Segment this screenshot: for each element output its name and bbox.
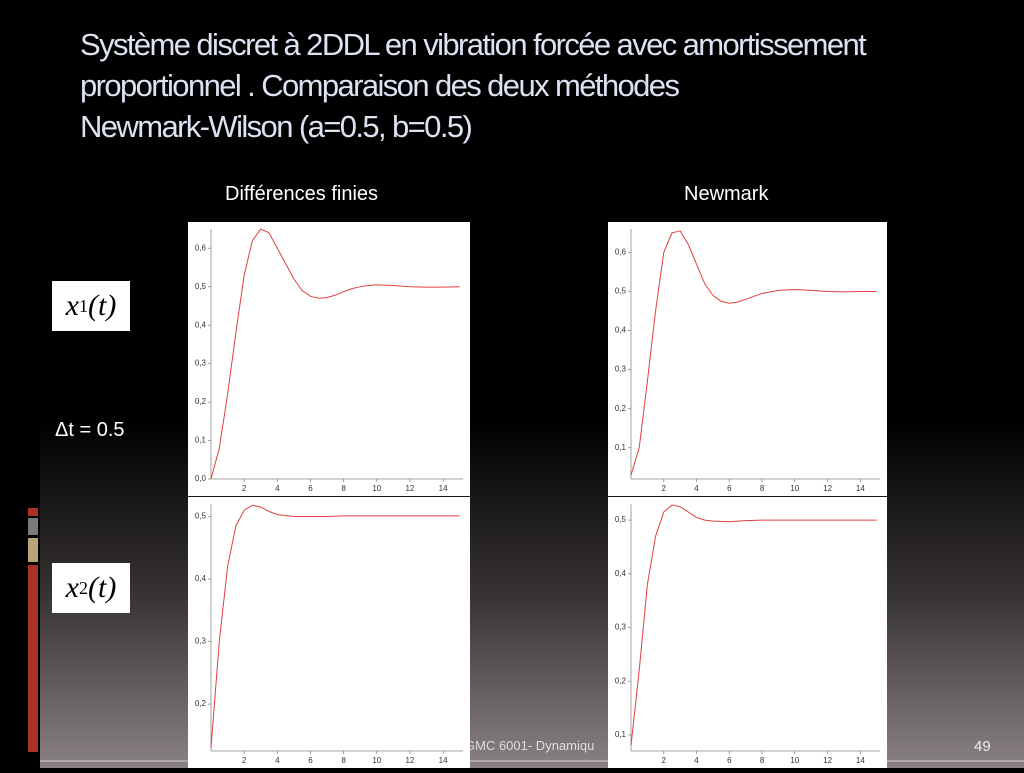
x-tick-label: 2 — [242, 756, 247, 765]
y-tick-label: 0,2 — [195, 699, 207, 708]
x-tick-label: 8 — [760, 756, 765, 765]
x-tick-label: 4 — [275, 484, 280, 493]
x-tick-label: 12 — [823, 756, 832, 765]
var: x — [65, 571, 79, 604]
chart-panel: 0,1 0,2 0,3 0,4 0,5 2 4 6 8 10 12 14 — [608, 497, 887, 768]
footer: GMC 6001- Dynamiqu — [465, 738, 595, 753]
page-number: 49 — [974, 738, 991, 755]
y-tick-label: 0,4 — [195, 320, 207, 329]
x-tick-label: 10 — [372, 756, 381, 765]
y-tick-label: 0,1 — [615, 730, 627, 739]
decor-red-bar — [28, 565, 38, 752]
title-line: proportionnel . Comparaison des deux mét… — [80, 68, 680, 103]
column-label: Différences finies — [225, 183, 379, 205]
y-tick-label: 0,5 — [615, 287, 627, 296]
chart-panel: 0,2 0,3 0,4 0,5 2 4 6 8 10 12 14 — [188, 497, 470, 768]
chart: 0,1 0,2 0,3 0,4 0,5 2 4 6 8 10 12 14 — [615, 504, 880, 765]
y-tick-label: 0,5 — [615, 515, 627, 524]
x-tick-label: 8 — [760, 484, 765, 493]
data-line — [210, 228, 460, 480]
x-tick-label: 14 — [856, 484, 865, 493]
title-line: Newmark-Wilson (a=0.5, b=0.5) — [80, 109, 473, 144]
y-tick-label: 0,4 — [195, 574, 207, 583]
sub: 1 — [79, 295, 88, 316]
y-tick-label: 0,0 — [195, 474, 207, 483]
y-tick-label: 0,3 — [195, 359, 207, 368]
x-tick-label: 4 — [694, 756, 699, 765]
x-tick-label: 2 — [242, 484, 247, 493]
chart: 0,0 0,1 0,2 0,3 0,4 0,5 0,6 2 4 6 8 10 12 14 — [195, 228, 463, 493]
y-tick-label: 0,3 — [195, 637, 207, 646]
row-label: x 1 (t) — [52, 281, 130, 331]
column-label: Newmark — [684, 183, 769, 205]
x-tick-label: 10 — [372, 484, 381, 493]
x-tick-label: 14 — [439, 756, 448, 765]
arg: (t) — [88, 289, 117, 322]
chart: 0,1 0,2 0,3 0,4 0,5 0,6 2 4 6 8 10 12 14 — [615, 229, 880, 493]
y-tick-label: 0,2 — [195, 397, 207, 406]
decor-red — [28, 508, 38, 516]
var: x — [65, 289, 79, 322]
x-tick-label: 4 — [275, 756, 280, 765]
x-tick-label: 14 — [439, 484, 448, 493]
y-tick-label: 0,6 — [615, 248, 627, 257]
y-tick-label: 0,5 — [195, 282, 207, 291]
x-tick-label: 10 — [790, 484, 799, 493]
chart: 0,2 0,3 0,4 0,5 2 4 6 8 10 12 14 — [195, 504, 463, 765]
x-tick-label: 14 — [856, 756, 865, 765]
title: Système discret à 2DDL en vibration forc… — [80, 24, 1020, 147]
y-tick-label: 0,3 — [615, 623, 627, 632]
x-tick-label: 6 — [308, 484, 313, 493]
row-label: x 2 (t) — [52, 563, 130, 613]
y-tick-label: 0,3 — [615, 365, 627, 374]
data-line — [630, 230, 877, 476]
x-tick-label: 10 — [790, 756, 799, 765]
x-tick-label: 2 — [662, 484, 667, 493]
sub: 2 — [79, 577, 88, 598]
x-tick-label: 6 — [308, 756, 313, 765]
x-tick-label: 6 — [727, 756, 732, 765]
decor-gray — [28, 518, 38, 535]
chart-panel: 0,0 0,1 0,2 0,3 0,4 0,5 0,6 2 4 6 8 10 12 14 — [188, 222, 470, 496]
y-tick-label: 0,1 — [195, 436, 207, 445]
data-line — [210, 504, 460, 748]
x-tick-label: 12 — [823, 484, 832, 493]
y-tick-label: 0,4 — [615, 326, 627, 335]
arg: (t) — [88, 571, 117, 604]
x-tick-label: 4 — [694, 484, 699, 493]
y-tick-label: 0,6 — [195, 243, 207, 252]
y-tick-label: 0,4 — [615, 569, 627, 578]
y-tick-label: 0,2 — [615, 676, 627, 685]
bottom-rule — [40, 760, 1024, 762]
x-tick-label: 12 — [405, 756, 414, 765]
y-tick-label: 0,2 — [615, 404, 627, 413]
x-tick-label: 8 — [341, 756, 346, 765]
title-line: Système discret à 2DDL en vibration forc… — [80, 27, 867, 62]
x-tick-label: 2 — [662, 756, 667, 765]
data-line — [630, 504, 877, 746]
x-tick-label: 8 — [341, 484, 346, 493]
decor-tan — [28, 538, 38, 562]
chart-panel: 0,1 0,2 0,3 0,4 0,5 0,6 2 4 6 8 10 12 14 — [608, 222, 887, 496]
x-tick-label: 12 — [405, 484, 414, 493]
y-tick-label: 0,1 — [615, 443, 627, 452]
x-tick-label: 6 — [727, 484, 732, 493]
step-label: Δt = 0.5 — [55, 419, 125, 441]
y-tick-label: 0,5 — [195, 512, 207, 521]
